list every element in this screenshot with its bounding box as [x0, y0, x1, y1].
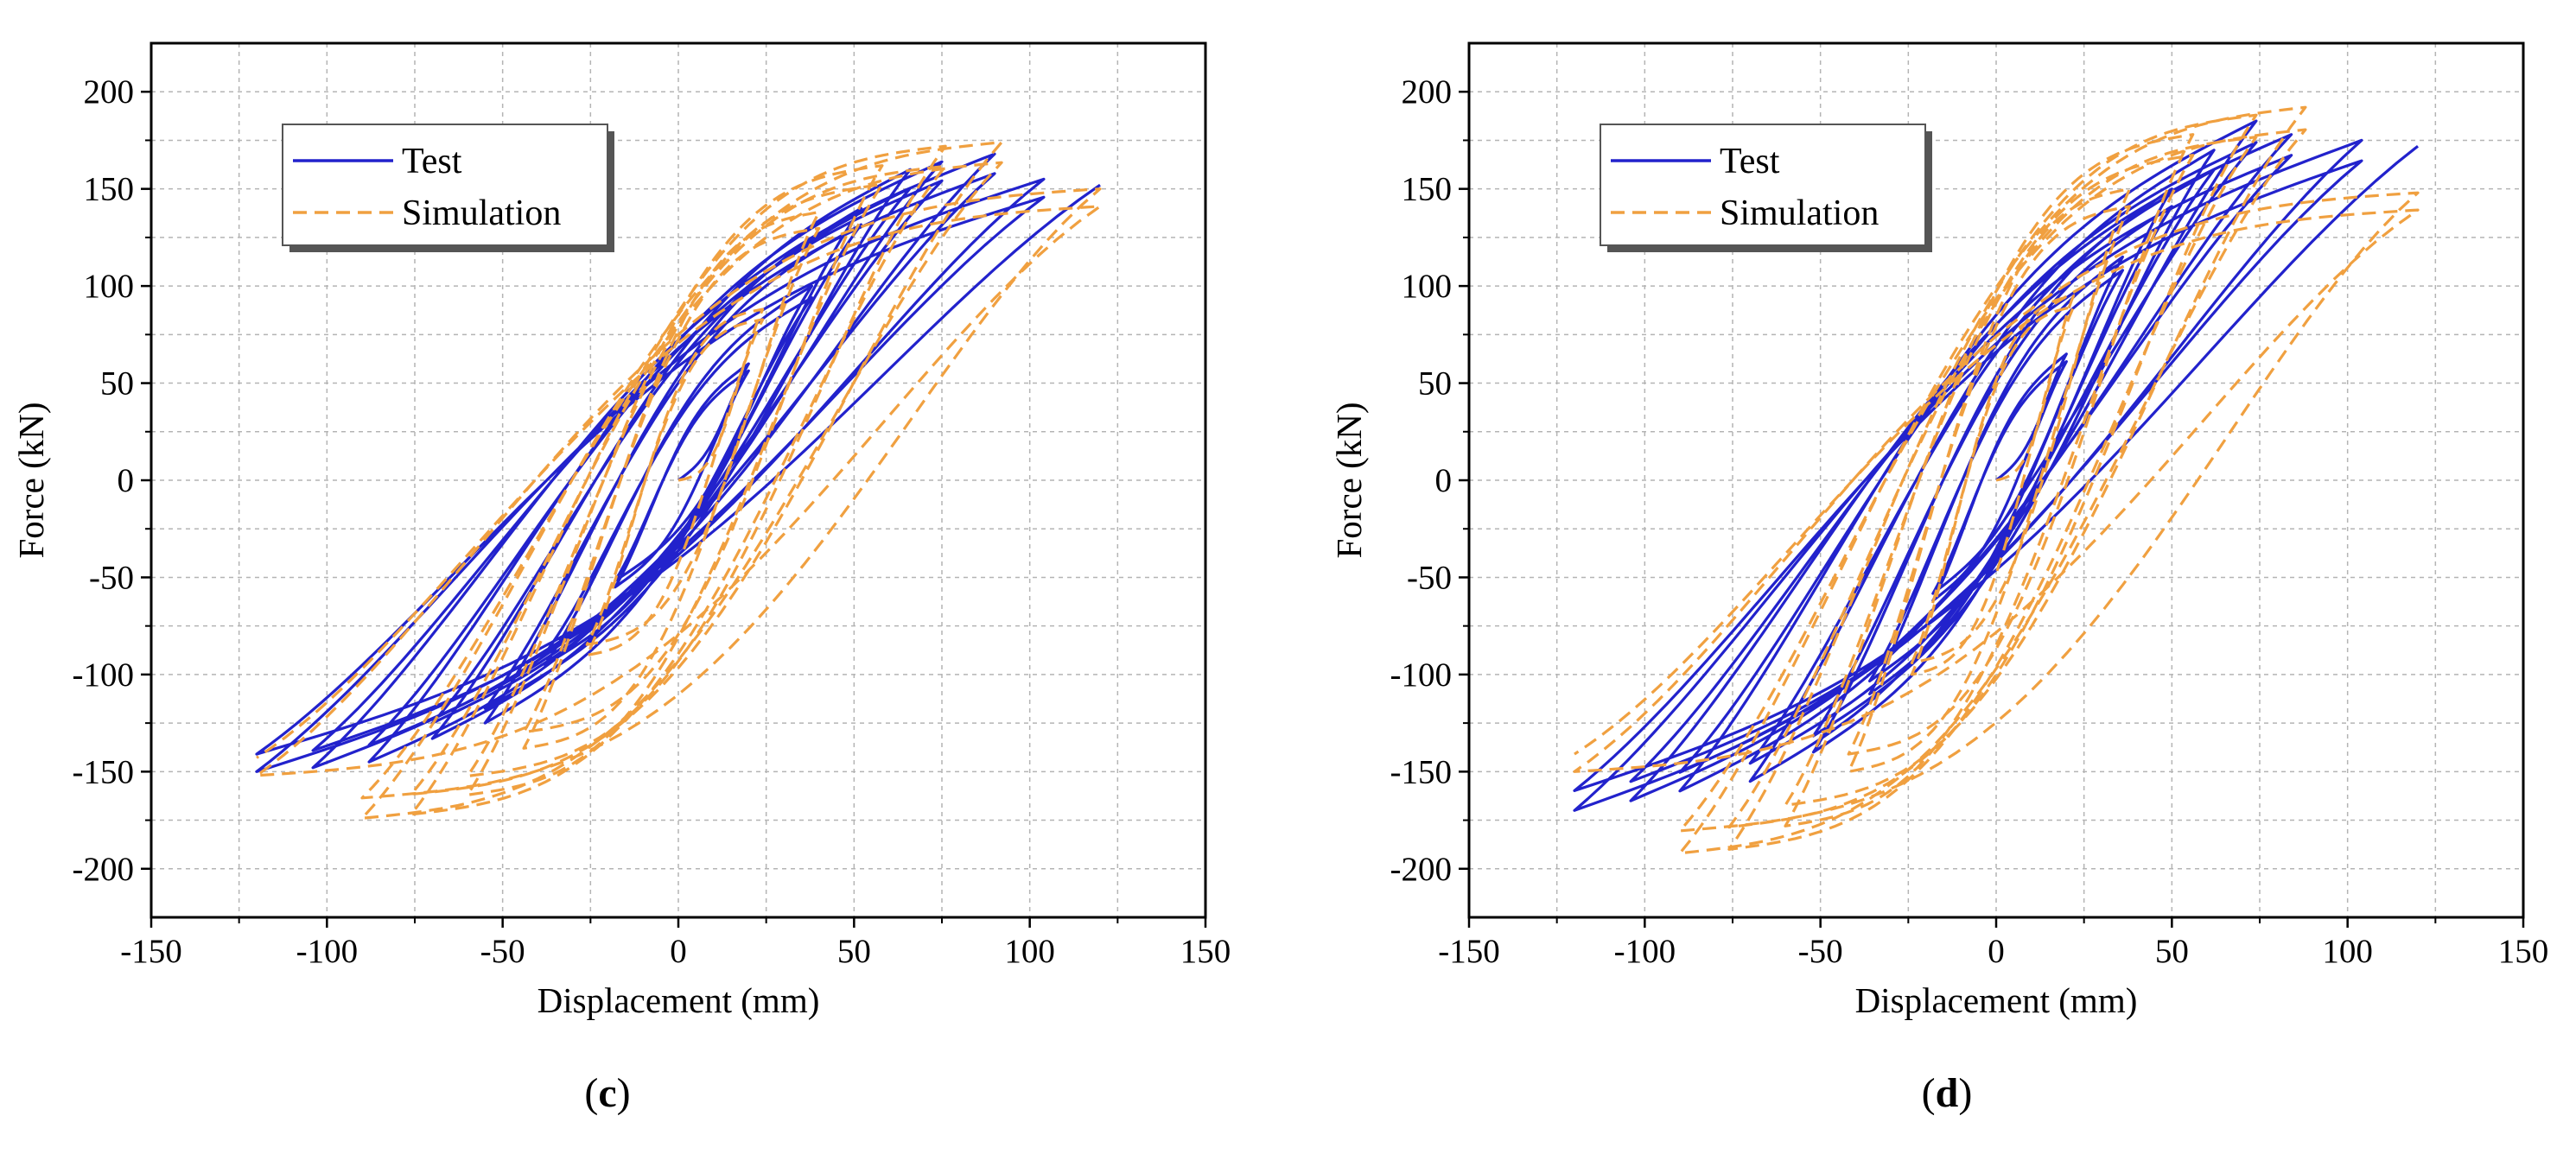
- legend-label-test: Test: [402, 142, 462, 181]
- x-tick-label: -100: [296, 933, 359, 970]
- y-axis-label: Force (kN): [1329, 402, 1369, 558]
- y-tick-label: -150: [1390, 753, 1453, 790]
- x-tick-label: -150: [120, 933, 182, 970]
- chart-panel-c: -150 -100 -50 0 50 100 150 -200 -150 -100 -50 0 50 10…: [11, 41, 1231, 1020]
- legend-box: [1600, 124, 1926, 246]
- x-axis-label: Displacement (mm): [1855, 980, 2138, 1020]
- x-tick-label: 100: [1004, 933, 1055, 970]
- y-tick-label: 50: [100, 365, 134, 403]
- chart-panel-d: -150 -100 -50 0 50 100 150 -200 -150 -100 -50 0 50 10…: [1329, 41, 2549, 1020]
- x-tick-label: -100: [1614, 933, 1676, 970]
- caption-d: (d): [1921, 1070, 1973, 1116]
- y-tick-label: -200: [1390, 851, 1453, 888]
- y-tick-label: 200: [1402, 73, 1453, 111]
- y-tick-label: 0: [118, 462, 135, 499]
- y-tick-label: -100: [73, 656, 135, 694]
- y-tick-label: 150: [84, 171, 135, 208]
- y-tick-label: 150: [1402, 171, 1453, 208]
- y-tick-label: -50: [1407, 559, 1452, 596]
- legend-label-simulation: Simulation: [402, 193, 561, 233]
- x-tick-label: 50: [837, 933, 871, 970]
- y-tick-label: 0: [1435, 462, 1453, 499]
- series-simulation-curve: [1573, 105, 2420, 855]
- legend-label-test: Test: [1720, 142, 1780, 181]
- x-tick-label: 100: [2322, 933, 2373, 970]
- y-tick-label: -200: [73, 851, 135, 888]
- legend: Test Simulation: [1600, 124, 1932, 252]
- x-tick-label: 50: [2155, 933, 2189, 970]
- x-tick-label: 150: [1180, 933, 1231, 970]
- y-tick-label: 100: [84, 268, 135, 305]
- x-axis-label: Displacement (mm): [537, 980, 820, 1020]
- y-tick-label: 200: [84, 73, 135, 111]
- x-tick-label: -50: [480, 933, 525, 970]
- caption-c: (c): [584, 1070, 631, 1116]
- x-tick-label: 150: [2498, 933, 2549, 970]
- y-tick-label: -150: [73, 753, 135, 790]
- x-tick-label: -150: [1438, 933, 1500, 970]
- legend: Test Simulation: [282, 124, 614, 252]
- series-simulation-curve: [255, 141, 1102, 820]
- x-tick-label: 0: [670, 933, 687, 970]
- x-tick-label: 0: [1988, 933, 2005, 970]
- y-axis-label: Force (kN): [11, 402, 51, 558]
- legend-box: [282, 124, 608, 246]
- y-tick-label: -100: [1390, 656, 1453, 694]
- legend-label-simulation: Simulation: [1720, 193, 1879, 233]
- y-tick-label: 50: [1418, 365, 1452, 403]
- y-tick-label: 100: [1402, 268, 1453, 305]
- x-tick-label: -50: [1798, 933, 1843, 970]
- y-tick-label: -50: [89, 559, 134, 596]
